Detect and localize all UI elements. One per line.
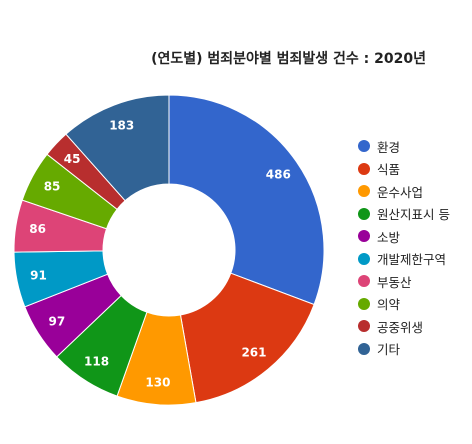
legend-label: 운수사업 <box>377 184 424 200</box>
slice-value-label: 261 <box>241 345 266 359</box>
legend-label: 공중위생 <box>377 319 424 335</box>
legend-item[interactable]: 의약 <box>358 293 450 316</box>
legend-item[interactable]: 부동산 <box>358 270 450 293</box>
slice-value-label: 97 <box>49 315 66 329</box>
legend-color-marker <box>358 275 370 288</box>
legend-color-marker <box>358 185 370 198</box>
legend-item[interactable]: 원산지표시 등 <box>358 203 450 226</box>
slice-value-label: 85 <box>44 180 61 194</box>
legend-color-marker <box>358 230 370 243</box>
slice-value-label: 91 <box>30 269 47 283</box>
legend-label: 의약 <box>377 297 401 313</box>
legend-item[interactable]: 환경 <box>358 135 450 158</box>
legend-color-marker <box>358 140 370 153</box>
slice-value-label: 183 <box>109 119 134 133</box>
legend-color-marker <box>358 162 370 175</box>
legend-color-marker <box>358 207 370 220</box>
legend-color-marker <box>358 342 370 355</box>
slice-value-label: 118 <box>84 355 109 369</box>
legend-item[interactable]: 소방 <box>358 225 450 248</box>
slice-value-label: 486 <box>266 167 291 181</box>
legend-label: 기타 <box>377 342 401 358</box>
slice-2 <box>179 272 315 404</box>
legend-label: 개발제한구역 <box>377 252 447 268</box>
legend-item[interactable]: 기타 <box>358 338 450 361</box>
legend-item[interactable]: 운수사업 <box>358 180 450 203</box>
legend-item[interactable]: 식품 <box>358 158 450 181</box>
legend-item[interactable]: 공중위생 <box>358 315 450 338</box>
slice-value-label: 45 <box>64 152 81 166</box>
legend-label: 부동산 <box>377 274 412 290</box>
legend-label: 식품 <box>377 162 401 178</box>
legend-item[interactable]: 개발제한구역 <box>358 248 450 271</box>
slice-10 <box>65 94 170 202</box>
legend-label: 환경 <box>377 139 401 155</box>
legend-color-marker <box>358 297 370 310</box>
legend-label: 원산지표시 등 <box>377 207 450 223</box>
slice-value-label: 130 <box>145 376 170 390</box>
legend-color-marker <box>358 320 370 333</box>
slice-value-label: 86 <box>29 222 46 236</box>
slice-1 <box>168 94 325 306</box>
legend-color-marker <box>358 252 370 265</box>
chart-title: (연도별) 범죄분야별 범죄발생 건수 : 2020년 <box>151 51 426 67</box>
legend-label: 소방 <box>377 229 401 245</box>
